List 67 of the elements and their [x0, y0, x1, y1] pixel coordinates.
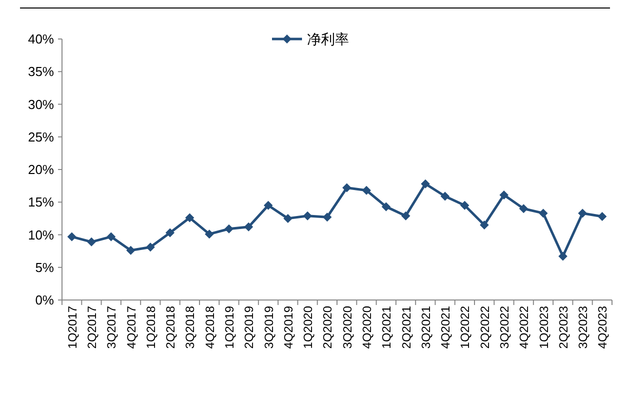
- point: [244, 222, 254, 232]
- point: [146, 242, 155, 252]
- x-tick-label: 1Q2020: [301, 306, 316, 349]
- point: [558, 252, 568, 261]
- x-tick-label: 2Q2018: [164, 306, 178, 349]
- point: [420, 179, 430, 188]
- y-tick-label: 20%: [28, 162, 54, 177]
- point: [519, 204, 528, 214]
- x-tick-label: 3Q2017: [104, 306, 119, 349]
- x-tick-label: 3Q2018: [183, 306, 198, 349]
- x-tick-label: 2Q2022: [478, 306, 492, 349]
- y-tick-label: 0%: [35, 292, 54, 308]
- y-tick-label: 5%: [35, 260, 54, 275]
- point: [86, 237, 96, 246]
- x-tick-label: 2Q2019: [242, 306, 256, 349]
- point: [166, 228, 175, 238]
- x-tick-label: 4Q2020: [360, 306, 374, 349]
- point: [401, 211, 410, 220]
- y-tick-label: 40%: [28, 32, 54, 46]
- x-tick-label: 2Q2017: [84, 306, 99, 349]
- point: [598, 212, 607, 221]
- point: [67, 232, 76, 242]
- point: [283, 214, 292, 223]
- x-tick-label: 3Q2019: [262, 306, 276, 349]
- point: [382, 202, 391, 212]
- y-tick-label: 25%: [28, 129, 54, 144]
- point: [303, 211, 312, 220]
- x-tick-label: 1Q2023: [536, 306, 551, 349]
- y-tick-label: 10%: [28, 227, 54, 242]
- point: [224, 224, 234, 234]
- point: [126, 246, 136, 255]
- point: [538, 208, 548, 218]
- x-tick-label: 1Q2019: [222, 306, 236, 349]
- x-tick-label: 2Q2020: [320, 306, 335, 349]
- x-tick-label: 3Q2020: [340, 306, 354, 349]
- x-tick-label: 4Q2023: [596, 306, 610, 349]
- x-tick-label: 3Q2022: [497, 306, 512, 349]
- point: [480, 220, 489, 230]
- point: [264, 200, 273, 210]
- x-tick-label: 3Q2023: [576, 306, 590, 349]
- point: [499, 190, 508, 200]
- y-tick-label: 15%: [28, 194, 54, 210]
- x-tick-label: 4Q2018: [202, 306, 217, 349]
- point: [204, 230, 214, 239]
- x-tick-label: 2Q2023: [556, 306, 570, 349]
- x-tick-label: 1Q2022: [458, 306, 472, 349]
- x-tick-label: 1Q2021: [380, 306, 394, 349]
- point: [460, 200, 470, 210]
- legend-label: 净利率: [307, 31, 349, 47]
- point: [185, 213, 194, 222]
- x-tick-label: 4Q2022: [517, 306, 532, 349]
- x-tick-label: 3Q2021: [418, 306, 433, 349]
- point: [322, 212, 332, 222]
- point: [362, 186, 371, 195]
- point: [440, 192, 450, 201]
- x-tick-label: 2Q2021: [399, 306, 414, 349]
- x-tick-label: 4Q2021: [438, 306, 453, 349]
- legend: 净利率: [272, 31, 349, 47]
- point: [342, 183, 352, 192]
- point: [106, 232, 116, 242]
- y-tick-label: 30%: [28, 96, 54, 112]
- x-tick-label: 4Q2017: [124, 306, 138, 349]
- x-tick-label: 4Q2019: [281, 306, 296, 349]
- x-tick-label: 1Q2018: [144, 306, 158, 349]
- x-tick-label: 1Q2017: [65, 306, 80, 349]
- point: [578, 208, 588, 218]
- y-tick-label: 35%: [28, 64, 54, 80]
